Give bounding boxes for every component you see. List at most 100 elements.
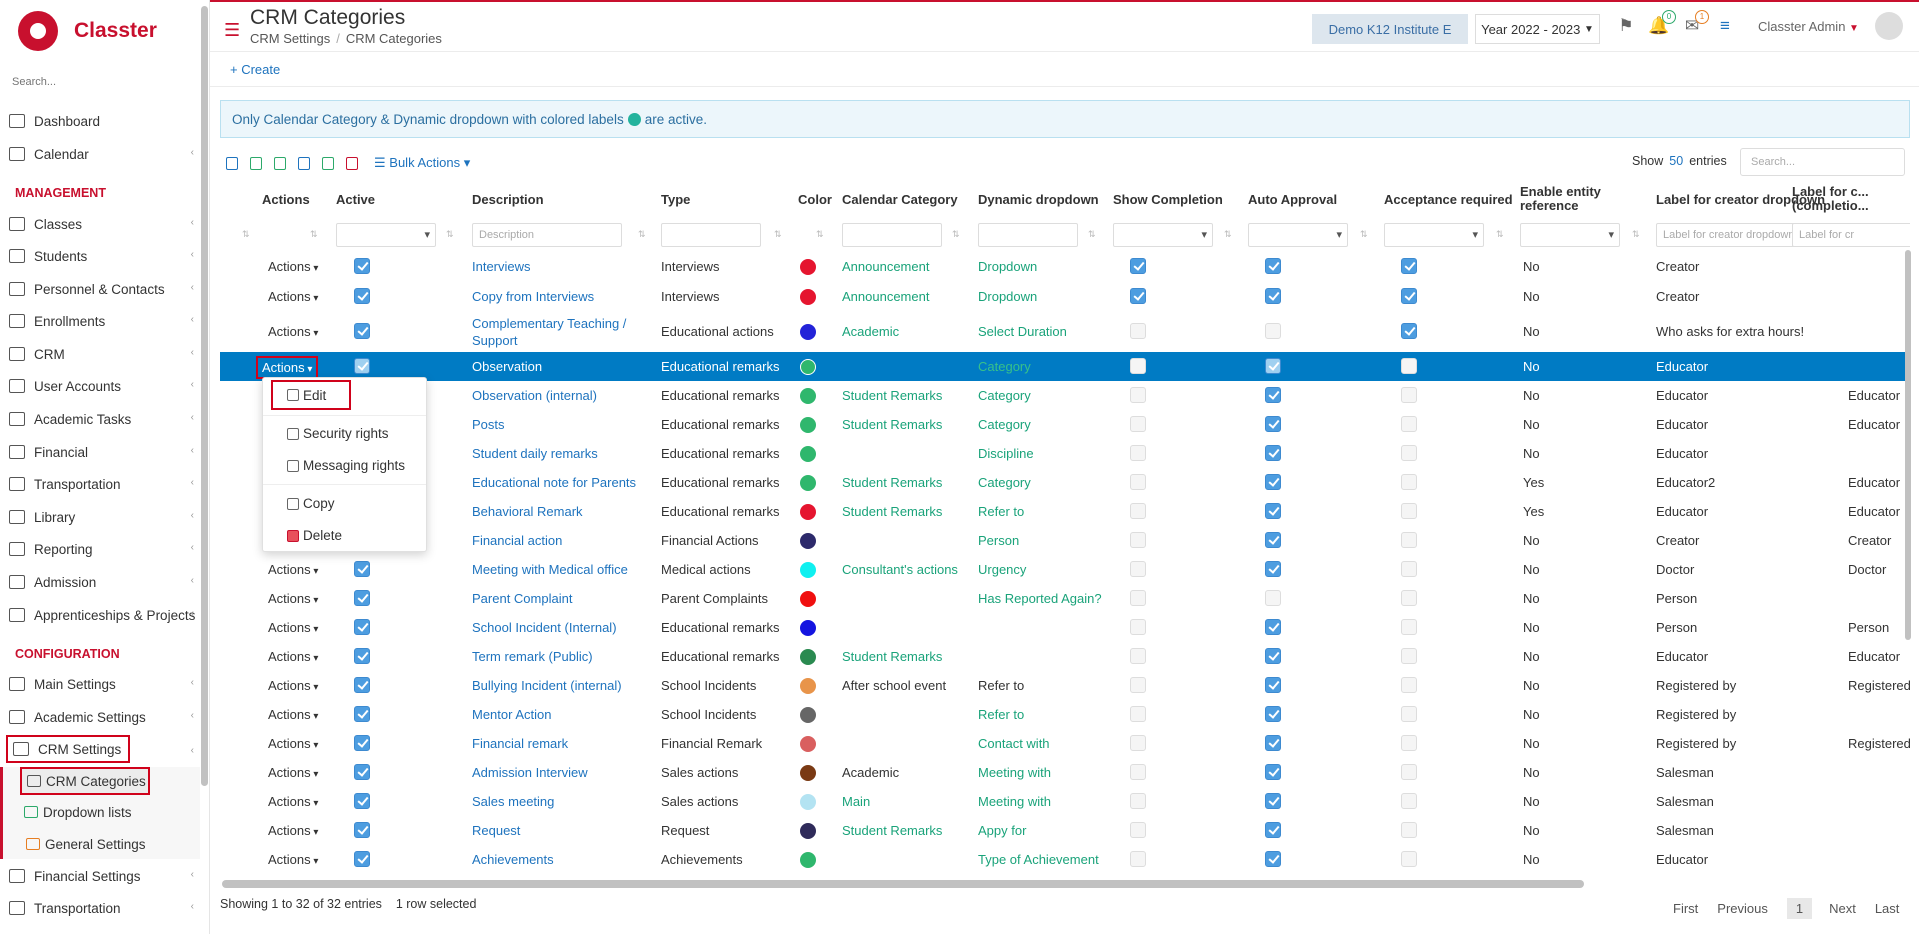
sidebar-item-crm[interactable]: CRM ‹ [0, 339, 200, 369]
sort-icon[interactable]: ⇅ [816, 229, 824, 239]
year-selector[interactable]: Year 2022 - 2023 ▼ [1475, 14, 1600, 44]
table-row[interactable]: Actions ▾ Sales meeting Sales actions Main M… [220, 787, 1910, 816]
dynamic-filter[interactable] [978, 223, 1078, 247]
user-menu[interactable]: Classter Admin ▼ [1758, 19, 1859, 34]
table-row[interactable]: Actions ▾Observation (internal)Education… [220, 381, 1910, 410]
stack-icon[interactable]: ≡ [1720, 16, 1730, 35]
show-completion-checkbox[interactable] [1130, 415, 1146, 432]
table-horizontal-scrollbar[interactable] [222, 880, 1584, 888]
acceptance-checkbox[interactable] [1401, 560, 1417, 577]
sidebar-scrollbar[interactable] [201, 6, 208, 786]
column-header[interactable]: Color [798, 192, 832, 207]
sidebar-item-personnel-contacts[interactable]: Personnel & Contacts ‹ [0, 274, 200, 304]
sidebar-item-financial[interactable]: Financial ‹ [0, 437, 200, 467]
table-row[interactable]: Actions ▾ Mentor Action School Incidents Re… [220, 700, 1910, 729]
show-completion-checkbox[interactable] [1130, 792, 1146, 809]
table-row[interactable]: Actions ▾Student daily remarksEducationa… [220, 439, 1910, 468]
sort-icon[interactable]: ⇅ [638, 229, 646, 239]
acceptance-checkbox[interactable] [1401, 415, 1417, 432]
sidebar-item-enrollments[interactable]: Enrollments ‹ [0, 306, 200, 336]
sort-icon[interactable]: ⇅ [310, 229, 318, 239]
show-completion-checkbox[interactable] [1130, 258, 1146, 274]
description-link[interactable]: Student daily remarks [472, 445, 598, 461]
active-checkbox[interactable] [354, 734, 370, 751]
avatar[interactable] [1875, 12, 1903, 40]
table-row[interactable]: Actions ▾ Parent Complaint Parent Complain… [220, 584, 1910, 613]
entity-filter[interactable] [1520, 223, 1620, 247]
row-actions-button[interactable]: Actions ▾ [268, 852, 318, 867]
acceptance-checkbox[interactable] [1401, 473, 1417, 490]
table-row[interactable]: Actions ▾ Request Request Student Remarks Ap… [220, 816, 1910, 845]
column-header[interactable]: Actions [262, 192, 310, 207]
description-link[interactable]: School Incident (Internal) [472, 619, 617, 635]
table-row[interactable]: Actions ▾ Admission Interview Sales action… [220, 758, 1910, 787]
breadcrumb-crm-settings[interactable]: CRM Settings [250, 31, 331, 46]
column-header[interactable]: Auto Approval [1248, 192, 1338, 207]
show-completion-checkbox[interactable] [1130, 589, 1146, 606]
acceptance-checkbox[interactable] [1401, 502, 1417, 519]
auto-approval-checkbox[interactable] [1265, 618, 1281, 635]
active-checkbox[interactable] [354, 792, 370, 809]
select-all-icon[interactable] [322, 156, 334, 170]
sidebar-item-students[interactable]: Students ‹ [0, 241, 200, 271]
sidebar-item-financial-settings[interactable]: Financial Settings ‹ [0, 861, 200, 891]
auto-approval-checkbox[interactable] [1265, 850, 1281, 867]
description-link[interactable]: Achievements [472, 851, 554, 867]
auto-approval-checkbox[interactable] [1265, 288, 1281, 304]
description-link[interactable]: Parent Complaint [472, 590, 573, 606]
menu-security-rights[interactable]: Security rights [287, 426, 389, 441]
pager-last[interactable]: Last [1874, 901, 1900, 916]
bell-icon[interactable]: 🔔 0 [1648, 10, 1676, 36]
column-header[interactable]: Calendar Category [842, 192, 958, 207]
row-actions-button[interactable]: Actions ▾ [268, 707, 318, 722]
pager-previous[interactable]: Previous [1717, 901, 1768, 916]
show-completion-checkbox[interactable] [1130, 357, 1146, 374]
csv-icon[interactable] [274, 156, 286, 170]
auto-approval-checkbox[interactable] [1265, 323, 1281, 339]
acceptance-checkbox[interactable] [1401, 444, 1417, 461]
sidebar-item-transportation[interactable]: Transportation ‹ [0, 893, 200, 923]
column-header[interactable]: Label for creator dropdown [1656, 192, 1826, 207]
description-link[interactable]: Financial action [472, 532, 563, 548]
active-checkbox[interactable] [354, 323, 370, 339]
table-row[interactable]: Actions ▾ Term remark (Public) Educational… [220, 642, 1910, 671]
acceptance-checkbox[interactable] [1401, 647, 1417, 664]
row-actions-button[interactable]: Actions ▾ [268, 794, 318, 809]
active-checkbox[interactable] [354, 647, 370, 664]
acceptance-filter[interactable] [1384, 223, 1484, 247]
show-completion-checkbox[interactable] [1130, 763, 1146, 780]
column-header[interactable]: Show Completion [1113, 192, 1223, 207]
sidebar-subitem-crm-categories[interactable]: CRM Categories [20, 767, 150, 795]
acceptance-checkbox[interactable] [1401, 705, 1417, 722]
description-link[interactable]: Sales meeting [472, 793, 555, 809]
acceptance-checkbox[interactable] [1401, 676, 1417, 693]
sidebar-item-library[interactable]: Library ‹ [0, 502, 200, 532]
active-checkbox[interactable] [354, 589, 370, 606]
row-actions-button[interactable]: Actions ▾ [268, 823, 318, 838]
sort-icon[interactable]: ⇅ [242, 229, 250, 239]
row-actions-button[interactable]: Actions ▾ [268, 736, 318, 751]
auto-approval-checkbox[interactable] [1265, 763, 1281, 780]
type-filter[interactable] [661, 223, 761, 247]
row-actions-button[interactable]: Actions ▾ [256, 355, 319, 379]
menu-edit[interactable]: Edit [271, 380, 351, 410]
acceptance-checkbox[interactable] [1401, 618, 1417, 635]
row-actions-button[interactable]: Actions ▾ [268, 562, 318, 577]
description-link[interactable]: Bullying Incident (internal) [472, 677, 622, 693]
table-row[interactable]: Actions ▾ Interviews Interviews Announcemen… [220, 252, 1910, 282]
table-row[interactable]: Actions ▾ Financial remark Financial Remar… [220, 729, 1910, 758]
bulk-actions-button[interactable]: ☰ Bulk Actions ▾ [374, 155, 471, 170]
auto-approval-checkbox[interactable] [1265, 676, 1281, 693]
acceptance-checkbox[interactable] [1401, 357, 1417, 374]
acceptance-checkbox[interactable] [1401, 323, 1417, 339]
auto-approval-checkbox[interactable] [1265, 589, 1281, 606]
show-completion-checkbox[interactable] [1130, 288, 1146, 304]
active-filter[interactable] [336, 223, 436, 247]
description-link[interactable]: Posts [472, 416, 505, 432]
completion-filter[interactable]: Label for cr [1792, 223, 1910, 247]
acceptance-checkbox[interactable] [1401, 734, 1417, 751]
column-header[interactable]: Type [661, 192, 691, 207]
show-completion-checkbox[interactable] [1130, 618, 1146, 635]
